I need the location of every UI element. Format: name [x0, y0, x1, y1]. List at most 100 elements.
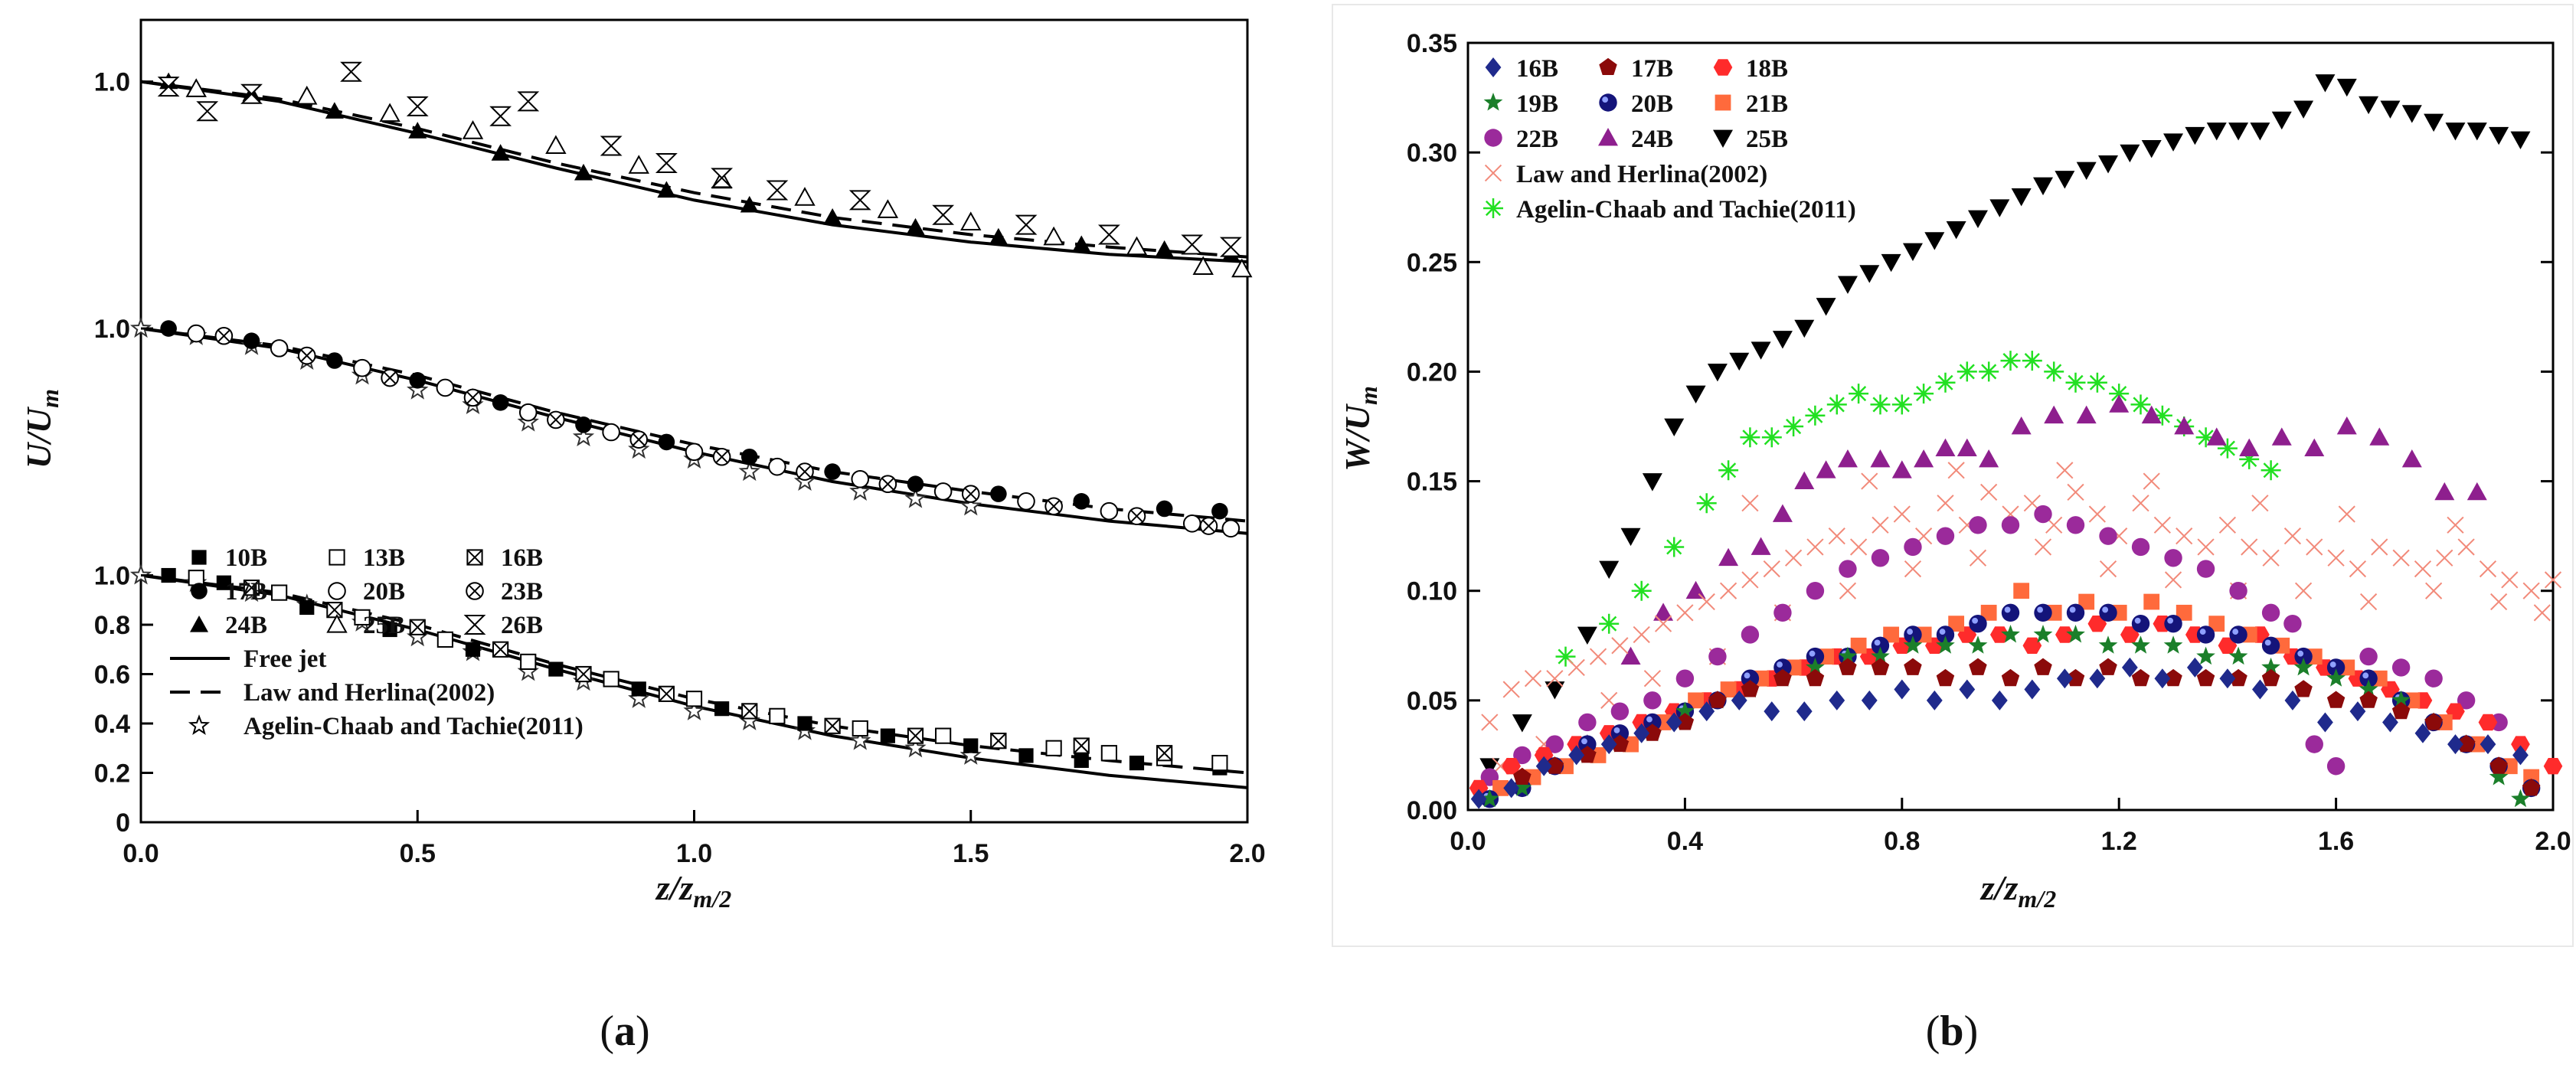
series-13b-point-5-shape — [603, 671, 619, 688]
series-20b-point-4-highlight — [1613, 727, 1620, 733]
series-25b-point-9-shape — [1707, 364, 1728, 382]
series-13b-point-14 — [1211, 755, 1228, 772]
panel-a-xlabel-sub: m/2 — [693, 885, 731, 913]
series-16b-point-22 — [2186, 657, 2203, 678]
series-26b-point-3 — [340, 61, 362, 82]
series-law-and-herlina-2002-point-39 — [2327, 549, 2345, 567]
series-22b-point-27-shape — [2326, 757, 2346, 776]
series-20b-point-5 — [1643, 713, 1662, 732]
series-20b-point-12 — [1182, 514, 1201, 533]
series-17b-point-24-shape — [2294, 680, 2313, 697]
series-25b-point-16 — [1859, 265, 1880, 283]
legend-a-16b-swatch — [466, 549, 483, 566]
series-law-and-herlina-2002-point-70 — [1947, 462, 1965, 479]
panel-a-xtick-label-4: 2.0 — [1229, 839, 1265, 868]
legend-b-agelin-chaab-and-tachie-2011-swatch — [1483, 198, 1503, 218]
series-13b-point-6-shape — [685, 691, 703, 707]
series-16b-point-27-shape — [2349, 701, 2366, 722]
panel-b-ytick-label-3: 0.15 — [1407, 468, 1457, 497]
series-10b-point-5-shape — [548, 661, 564, 677]
series-agelin-chaab-and-tachie-2011-point-19-shape — [2022, 351, 2042, 371]
series-law-and-herlina-2002-point-4-shape — [1568, 658, 1585, 677]
series-18b-point-16-shape — [1990, 626, 2009, 643]
series-20b-point-9 — [1773, 658, 1792, 677]
series-13b-point-7 — [769, 707, 786, 724]
legend-b-24b-label: 24B — [1631, 126, 1673, 153]
legend-b-agelin-chaab-and-tachie-2011-label: Agelin-Chaab and Tachie(2011) — [1516, 196, 1856, 224]
caption-b: (b) — [1926, 1008, 1978, 1055]
series-17b-point-5 — [1675, 713, 1695, 730]
series-law-and-herlina-2002-point-37 — [2283, 527, 2302, 545]
panel-b-background — [1332, 4, 2574, 947]
series-13b-point-2-shape — [354, 609, 371, 625]
series-17b-point-21 — [2196, 668, 2215, 687]
series-17b-point-3-shape — [1610, 734, 1630, 753]
series-21b-point-20 — [2143, 593, 2160, 610]
series-agelin-chaab-and-tachie-2011-point-15 — [1935, 372, 1956, 393]
series-17b-point-23-shape — [2261, 668, 2280, 687]
series-24b-point-10-shape — [989, 227, 1008, 245]
series-25b-point-36-shape — [2293, 100, 2314, 119]
series-16b-point-7-cross — [824, 717, 841, 734]
series-24b-point-2 — [1653, 603, 1674, 621]
panel-b-ytick-label-4: 0.20 — [1407, 358, 1457, 387]
series-22b-point-11 — [1839, 560, 1857, 578]
series-law-and-herlina-2002-point-74 — [2338, 505, 2355, 523]
series-16b-point-6 — [1666, 712, 1682, 733]
series-20b-point-15-highlight — [1972, 617, 1978, 624]
legend-b-16b-label: 16B — [1516, 55, 1558, 83]
series-19b-point-23-shape — [2228, 646, 2248, 665]
series-20b-point-0-shape — [187, 324, 206, 343]
series-19b-point-0 — [1480, 789, 1499, 808]
panel-b-series-16b — [1470, 657, 2529, 809]
series-24b-point-2-shape — [325, 102, 344, 119]
series-16b-point-7 — [1698, 701, 1715, 722]
series-24b-point-14-shape — [1957, 438, 1977, 457]
series-20b-point-23 — [2229, 625, 2247, 644]
series-25b-point-1 — [1512, 714, 1532, 733]
series-19b-point-15 — [1968, 635, 1988, 654]
series-19b-point-11 — [1838, 646, 1858, 665]
series-13b-point-0 — [188, 570, 204, 586]
series-20b-point-2 — [353, 358, 371, 377]
legend-b-25b-swatch — [1713, 129, 1733, 148]
series-18b-point-0 — [1469, 779, 1489, 797]
legend-a-10b-swatch-shape — [191, 550, 207, 565]
series-agelin-chaab-and-tachie-2011-point-17 — [1979, 361, 1999, 382]
law-herlina-line — [140, 80, 1248, 259]
series-22b-point-2-shape — [1545, 735, 1564, 753]
series-23b-point-12 — [1199, 517, 1218, 535]
series-21b-point-14 — [1948, 616, 1965, 632]
series-24b-point-26-shape — [2336, 416, 2357, 435]
series-17b-point-13-shape — [1936, 668, 1955, 687]
series-agelin-chaab-and-tachie-2011-point-4-shape — [1696, 493, 1717, 514]
series-25b-point-43 — [2445, 122, 2466, 141]
series-16b-point-1-shape — [1503, 778, 1520, 799]
series-17b-point-12 — [1904, 658, 1922, 675]
series-19b-point-16 — [2001, 625, 2020, 643]
series-25b-point-31 — [2185, 126, 2205, 145]
series-17b-point-11-shape — [1073, 493, 1090, 510]
series-17b-point-12-shape — [1904, 658, 1922, 675]
series-law-and-herlina-2002-point-10-shape — [1698, 593, 1715, 611]
series-10b-point-12-shape — [1074, 753, 1089, 768]
series-25b-point-42 — [2424, 113, 2444, 132]
series-17b-point-2-shape — [326, 352, 343, 369]
series-25b-point-25 — [2055, 171, 2075, 189]
series-law-and-herlina-2002-point-7 — [1633, 625, 1650, 644]
series-agelin-chaab-and-tachie-2011-point-22 — [2087, 372, 2107, 393]
series-18b-point-1 — [1502, 758, 1521, 775]
series-law-and-herlina-2002-point-73-shape — [2251, 495, 2269, 512]
series-21b-point-16-shape — [2013, 583, 2030, 599]
series-26b-point-15-shape — [1181, 234, 1204, 255]
series-22b-point-23 — [2229, 582, 2247, 600]
series-17b-point-9 — [1806, 668, 1825, 687]
series-16b-point-19-shape — [2089, 668, 2106, 689]
series-24b-point-23-shape — [2239, 438, 2260, 457]
series-26b-point-7 — [600, 136, 623, 156]
series-16b-point-26 — [2317, 712, 2333, 733]
series-22b-point-30 — [2424, 669, 2443, 688]
series-10b-point-9-shape — [880, 728, 895, 743]
series-25b-point-4-shape — [1599, 560, 1620, 580]
series-24b-point-1-shape — [1620, 646, 1641, 665]
